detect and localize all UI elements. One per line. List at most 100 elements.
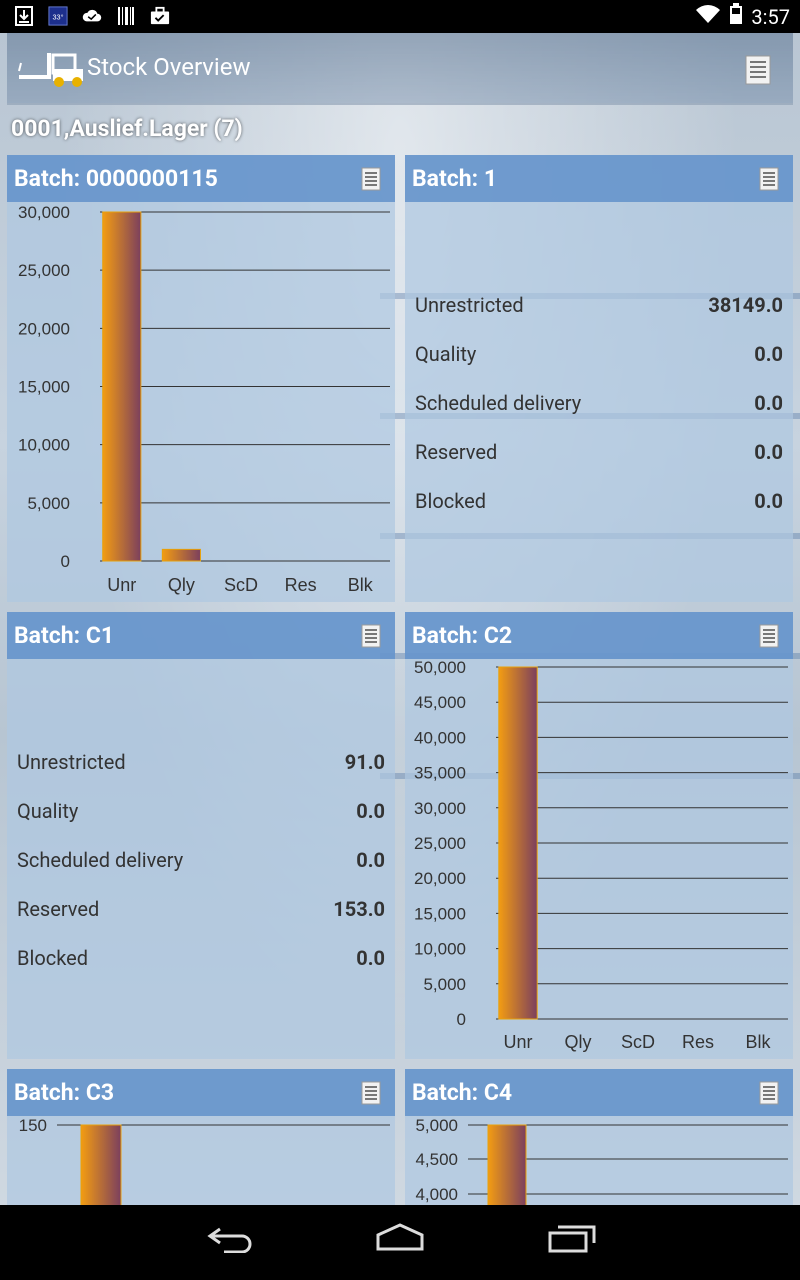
card-header: Batch: 1 [405, 155, 793, 202]
card-menu-icon[interactable] [759, 624, 779, 652]
y-tick-label: 50,000 [414, 658, 466, 677]
x-tick-label: Unr [107, 575, 136, 595]
y-tick-label: 15,000 [414, 904, 466, 923]
status-bar: 33° 3:57 [0, 0, 800, 33]
card-title: Batch: C3 [14, 1079, 115, 1106]
y-tick-label: 5,000 [423, 975, 466, 994]
y-tick-label: 4,000 [415, 1185, 458, 1204]
card-header: Batch: C2 [405, 612, 793, 659]
card-title: Batch: 1 [412, 165, 498, 192]
card-header: Batch: C3 [7, 1069, 395, 1116]
temperature-icon: 33° [48, 5, 68, 27]
batch-card[interactable]: Batch: C1 Unrestricted 91.0 Quality 0.0 … [7, 612, 395, 1059]
card-title: Batch: 0000000115 [14, 165, 218, 192]
y-tick-label: 40,000 [414, 728, 466, 747]
forklift-logo-icon[interactable] [17, 49, 89, 89]
recent-apps-icon[interactable] [548, 1223, 596, 1257]
battery-icon [729, 3, 743, 30]
stock-row: Blocked 0.0 [17, 946, 385, 976]
barcode-icon [116, 5, 136, 27]
briefcase-icon [150, 5, 170, 27]
bar-chart: 0 5,000 10,000 15,000 20,000 25,000 30,000 35,0… [414, 658, 788, 1052]
batch-card[interactable]: Batch: C3 150 [7, 1069, 395, 1209]
stock-row: Scheduled delivery 0.0 [17, 848, 385, 878]
navigation-bar [0, 1205, 800, 1280]
bar [80, 1124, 122, 1209]
system-indicators: 3:57 [695, 3, 790, 30]
stock-value: 0.0 [356, 799, 385, 823]
stock-value: 0.0 [754, 489, 783, 513]
y-tick-label: 45,000 [414, 693, 466, 712]
y-tick-label: 20,000 [18, 319, 70, 338]
x-tick-label: Qly [168, 575, 195, 595]
x-tick-label: Blk [745, 1032, 771, 1052]
y-tick-label: 30,000 [414, 799, 466, 818]
card-title: Batch: C1 [14, 622, 115, 649]
stock-label: Reserved [415, 440, 498, 464]
bar-chart-partial: 5,000 4,500 4,000 [415, 1116, 788, 1209]
storage-location-title: 0001,Auslief.Lager (7) [11, 115, 243, 142]
bar-unr [102, 211, 142, 562]
batch-card[interactable]: Batch: C2 0 5,000 10,000 15,000 20,000 25,000… [405, 612, 793, 1059]
y-tick-label: 25,000 [414, 834, 466, 853]
clock: 3:57 [751, 4, 790, 29]
y-tick-label: 30,000 [18, 203, 70, 222]
card-title: Batch: C4 [412, 1079, 513, 1106]
card-header: Batch: C4 [405, 1069, 793, 1116]
stock-row: Unrestricted 38149.0 [415, 293, 783, 323]
stock-row: Quality 0.0 [17, 799, 385, 829]
y-tick-label: 5,000 [27, 494, 70, 513]
card-header: Batch: C1 [7, 612, 395, 659]
y-tick-label: 10,000 [18, 436, 70, 455]
bar-chart-partial: 150 [19, 1116, 390, 1209]
bar-qly [161, 548, 201, 562]
stock-value: 91.0 [344, 750, 385, 774]
y-tick-label: 4,500 [415, 1150, 458, 1169]
card-menu-icon[interactable] [361, 167, 381, 195]
stock-label: Quality [415, 342, 477, 366]
bar-chart: 0 5,000 10,000 15,000 20,000 25,000 30,000 Unr Q… [18, 203, 390, 595]
card-menu-icon[interactable] [361, 1081, 381, 1109]
bar [487, 1124, 527, 1209]
y-tick-label: 25,000 [18, 261, 70, 280]
card-menu-icon[interactable] [361, 624, 381, 652]
x-tick-label: Res [285, 575, 317, 595]
y-tick-label: 0 [457, 1010, 466, 1029]
batch-card[interactable]: Batch: C4 5,000 4,500 4,000 [405, 1069, 793, 1209]
stock-value: 153.0 [333, 897, 385, 921]
stock-row: Scheduled delivery 0.0 [415, 391, 783, 421]
x-tick-label: Res [682, 1032, 714, 1052]
y-tick-label: 20,000 [414, 869, 466, 888]
stock-row: Quality 0.0 [415, 342, 783, 372]
list-menu-icon[interactable] [745, 55, 771, 89]
download-icon [14, 5, 34, 27]
back-icon[interactable] [206, 1223, 254, 1257]
batch-card[interactable]: Batch: 0000000115 0 5,000 10,000 15,000 20,0… [7, 155, 395, 602]
batch-card[interactable]: Batch: 1 Unrestricted 38149.0 Quality 0.… [405, 155, 793, 602]
y-tick-label: 5,000 [415, 1116, 458, 1135]
stock-value: 0.0 [754, 342, 783, 366]
stock-row: Reserved 153.0 [17, 897, 385, 927]
y-tick-label: 15,000 [18, 378, 70, 397]
cloud-check-icon [82, 5, 102, 27]
stock-value: 0.0 [754, 440, 783, 464]
wifi-icon [695, 4, 721, 29]
bar-unr [498, 666, 538, 1020]
stock-label: Blocked [415, 489, 487, 513]
stock-value: 38149.0 [708, 293, 783, 317]
card-menu-icon[interactable] [759, 167, 779, 195]
stock-label: Scheduled delivery [17, 848, 184, 872]
card-header: Batch: 0000000115 [7, 155, 395, 202]
x-tick-label: Blk [348, 575, 374, 595]
card-menu-icon[interactable] [759, 1081, 779, 1109]
action-bar: Stock Overview [7, 33, 793, 105]
stock-label: Unrestricted [415, 293, 524, 317]
stock-value: 0.0 [356, 848, 385, 872]
y-tick-label: 35,000 [414, 764, 466, 783]
y-tick-label: 10,000 [414, 940, 466, 959]
y-tick-label: 0 [61, 552, 70, 571]
stock-label: Unrestricted [17, 750, 126, 774]
stock-label: Scheduled delivery [415, 391, 582, 415]
stock-value: 0.0 [754, 391, 783, 415]
home-icon[interactable] [375, 1223, 425, 1257]
